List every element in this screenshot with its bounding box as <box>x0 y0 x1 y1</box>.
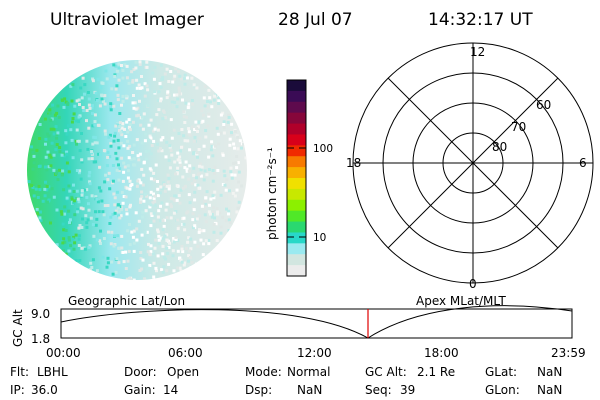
status-door-value: Open <box>167 365 199 379</box>
timeline-xtick-0000: 00:00 <box>46 346 81 360</box>
status-seq-value: 39 <box>400 383 415 397</box>
status-panel: Flt: LBHL Door: Open Mode: Normal GC Alt… <box>10 365 562 397</box>
colorbar-swatch <box>287 178 306 190</box>
colorbar-swatch <box>287 156 306 168</box>
timeline-xtick-2359: 23:59 <box>551 346 586 360</box>
colorbar: 100 10 photon cm⁻²s⁻¹ <box>265 79 333 277</box>
uv-image-disk <box>27 60 247 280</box>
mlt-label-12: 12 <box>470 45 485 59</box>
colorbar-swatch <box>287 112 306 125</box>
orbit-timeline <box>60 305 573 339</box>
lat-label-80: 80 <box>492 140 507 154</box>
colorbar-swatch <box>287 123 306 136</box>
colorbar-swatch <box>287 265 306 277</box>
colorbar-swatch <box>287 101 306 114</box>
status-mode-key: Mode: <box>245 365 282 379</box>
status-flt-key: Flt: <box>10 365 29 379</box>
timeline-ytick-1-8: 1.8 <box>31 332 50 346</box>
colorbar-label: photon cm⁻²s⁻¹ <box>265 147 279 240</box>
timeline-xtick-1800: 18:00 <box>424 346 459 360</box>
colorbar-swatch <box>287 90 306 103</box>
colorbar-swatch <box>287 221 306 234</box>
colorbar-swatch <box>287 145 306 157</box>
observation-time: 14:32:17 UT <box>428 10 533 30</box>
colorbar-swatch <box>287 243 306 255</box>
status-ip-value: 36.0 <box>31 383 58 397</box>
status-glon-value: NaN <box>537 383 562 397</box>
colorbar-swatch <box>287 134 306 146</box>
colorbar-swatch <box>287 232 306 244</box>
mlt-label-0: 0 <box>469 277 477 291</box>
mlt-label-6: 6 <box>579 156 587 170</box>
observation-date: 28 Jul 07 <box>278 10 353 30</box>
status-gcalt-value: 2.1 Re <box>417 365 455 379</box>
status-seq-key: Seq: <box>365 383 392 397</box>
status-glon-key: GLon: <box>485 383 520 397</box>
colorbar-swatch <box>287 188 306 201</box>
colorbar-tick-100: 100 <box>313 143 333 155</box>
lat-label-70: 70 <box>511 120 526 134</box>
status-mode-value: Normal <box>287 365 330 379</box>
colorbar-swatch <box>287 80 306 92</box>
timeline-xtick-1200: 12:00 <box>297 346 332 360</box>
status-flt-value: LBHL <box>37 365 68 379</box>
status-door-key: Door: <box>124 365 157 379</box>
colorbar-tick-10: 10 <box>313 232 326 244</box>
timeline-ytick-9: 9.0 <box>31 307 50 321</box>
status-dsp-key: Dsp: <box>245 383 272 397</box>
mlt-label-18: 18 <box>346 156 361 170</box>
status-ip-key: IP: <box>10 383 25 397</box>
status-gain-key: Gain: <box>124 383 156 397</box>
colorbar-swatch <box>287 210 306 223</box>
colorbar-swatch <box>287 167 306 179</box>
instrument-title: Ultraviolet Imager <box>50 10 204 30</box>
status-glat-value: NaN <box>537 365 562 379</box>
status-glat-key: GLat: <box>485 365 517 379</box>
lat-label-60: 60 <box>536 98 551 112</box>
status-gcalt-key: GC Alt: <box>365 365 407 379</box>
status-gain-value: 14 <box>163 383 178 397</box>
polar-plot <box>352 42 594 284</box>
colorbar-swatch <box>287 254 306 266</box>
timeline-right-label: Apex MLat/MLT <box>416 294 506 308</box>
timeline-xtick-0600: 06:00 <box>168 346 203 360</box>
timeline-left-label: Geographic Lat/Lon <box>68 294 185 308</box>
timeline-y-axis-label: GC Alt <box>11 309 25 347</box>
status-dsp-value: NaN <box>297 383 322 397</box>
colorbar-swatch <box>287 199 306 212</box>
